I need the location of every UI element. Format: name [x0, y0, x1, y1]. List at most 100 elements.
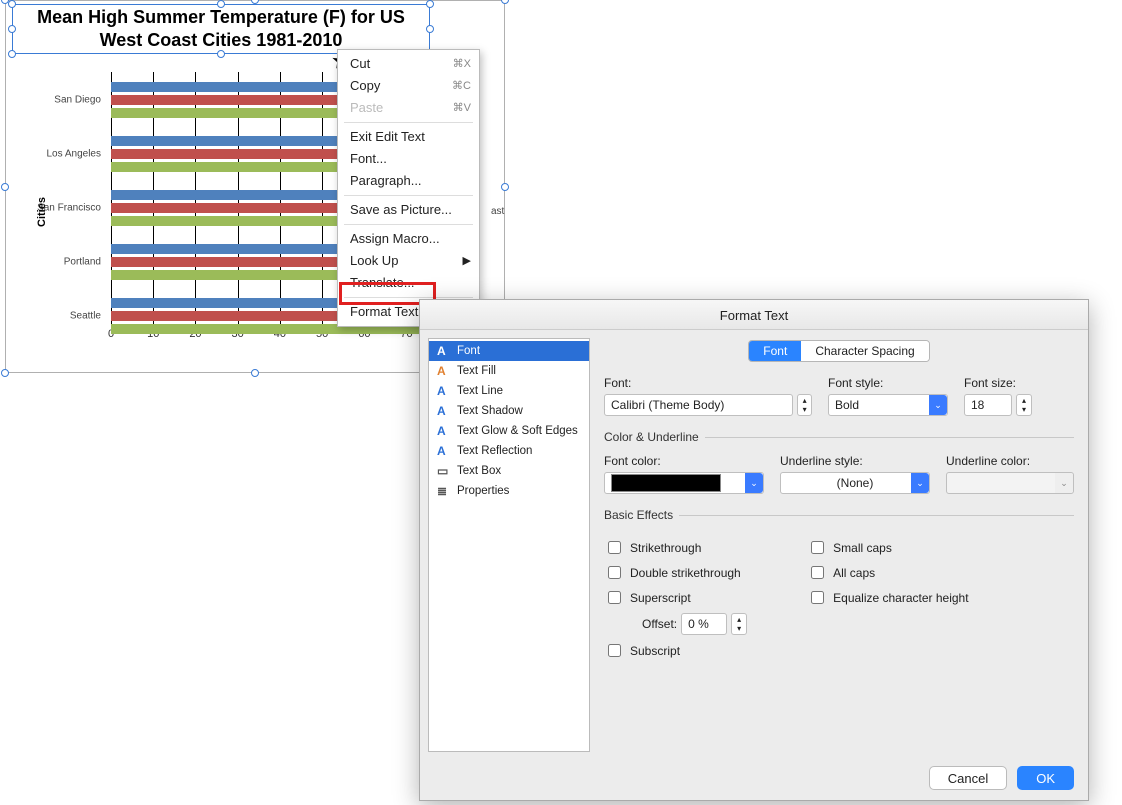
checkbox-label: Small caps [833, 541, 892, 555]
checkbox-input[interactable] [608, 591, 621, 604]
y-axis-title: Cities [36, 197, 48, 227]
checkbox-subscript[interactable]: Subscript [604, 641, 747, 660]
sidebar-item-text-reflection[interactable]: AText Reflection [429, 441, 589, 461]
y-category-label: Portland [21, 257, 101, 268]
checkbox-input[interactable] [608, 541, 621, 554]
menu-separator [344, 224, 473, 225]
text-fill-icon: A [437, 364, 451, 378]
sidebar-item-properties[interactable]: ≣ Properties [429, 481, 589, 501]
chevron-down-icon: ⌄ [1055, 473, 1073, 493]
sidebar-item-label: Text Reflection [457, 445, 532, 457]
sidebar-item-label: Text Shadow [457, 405, 523, 417]
font-stepper[interactable]: ▴▾ [797, 394, 812, 416]
underline-style-label: Underline style: [780, 454, 930, 468]
sidebar-item-label: Text Glow & Soft Edges [457, 425, 578, 437]
offset-input[interactable]: 0 % [681, 613, 727, 635]
checkbox-equalize-character-height[interactable]: Equalize character height [807, 588, 968, 607]
checkbox-label: All caps [833, 566, 875, 580]
shortcut-label: ⌘X [453, 56, 471, 72]
y-category-label: Los Angeles [21, 149, 101, 160]
sidebar-item-label: Text Fill [457, 365, 496, 377]
checkbox-input[interactable] [608, 644, 621, 657]
menu-item-assign-macro[interactable]: Assign Macro... [338, 228, 479, 250]
font-size-value: 18 [971, 398, 984, 412]
menu-item-paragraph[interactable]: Paragraph... [338, 170, 479, 192]
checkbox-input[interactable] [811, 541, 824, 554]
y-category-label: San Francisco [21, 203, 101, 214]
text-line-icon: A [437, 384, 451, 398]
sidebar-item-text-fill[interactable]: A Text Fill [429, 361, 589, 381]
underline-color-label: Underline color: [946, 454, 1074, 468]
menu-item-save-as-picture[interactable]: Save as Picture... [338, 199, 479, 221]
offset-label: Offset: [642, 617, 677, 631]
menu-item-cut[interactable]: Cut⌘X [338, 53, 479, 75]
y-category-label: Seattle [21, 311, 101, 322]
font-style-combo[interactable]: Bold ⌄ [828, 394, 948, 416]
menu-separator [344, 122, 473, 123]
sidebar-item-font[interactable]: AFont [429, 341, 589, 361]
sidebar-item-text-line[interactable]: A Text Line [429, 381, 589, 401]
font-size-label: Font size: [964, 376, 1074, 390]
underline-style-value: (None) [837, 476, 874, 490]
chevron-down-icon: ⌄ [929, 395, 947, 415]
font-style-label: Font style: [828, 376, 948, 390]
chevron-down-icon: ⌄ [745, 473, 763, 493]
menu-separator [344, 195, 473, 196]
checkbox-label: Equalize character height [833, 591, 968, 605]
menu-item-paste: Paste⌘V [338, 97, 479, 119]
tab-character-spacing[interactable]: Character Spacing [801, 341, 928, 361]
menu-item-font[interactable]: Font... [338, 148, 479, 170]
checkbox-all-caps[interactable]: All caps [807, 563, 968, 582]
checkbox-double-strikethrough[interactable]: Double strikethrough [604, 563, 747, 582]
font-size-input[interactable]: 18 [964, 394, 1012, 416]
group-color-underline: Color & Underline [604, 430, 699, 444]
tab-font[interactable]: Font [749, 341, 801, 361]
menu-item-copy[interactable]: Copy⌘C [338, 75, 479, 97]
menu-item-exit-edit-text[interactable]: Exit Edit Text [338, 126, 479, 148]
ok-button[interactable]: OK [1017, 766, 1074, 790]
shortcut-label: ⌘C [452, 78, 471, 94]
sidebar-item-text-box[interactable]: ▭ Text Box [429, 461, 589, 481]
group-basic-effects: Basic Effects [604, 508, 673, 522]
sidebar-item-label: Text Box [457, 465, 501, 477]
checkbox-strikethrough[interactable]: Strikethrough [604, 538, 747, 557]
font-size-stepper[interactable]: ▴▾ [1016, 394, 1032, 416]
cancel-button[interactable]: Cancel [929, 766, 1007, 790]
underline-style-combo[interactable]: (None) ⌄ [780, 472, 930, 494]
text-glow-icon: A [437, 424, 451, 438]
legend-fragment: ast [491, 206, 504, 217]
checkbox-label: Double strikethrough [630, 566, 741, 580]
font-color-picker[interactable]: ⌄ [604, 472, 764, 494]
sidebar-item-text-glow-soft-edges[interactable]: A Text Glow & Soft Edges [429, 421, 589, 441]
format-text-dialog: Format Text AFontAText FillAText LineATe… [419, 299, 1089, 801]
underline-color-combo[interactable]: ⌄ [946, 472, 1074, 494]
checkbox-label: Superscript [630, 591, 691, 605]
chart-title[interactable]: Mean High Summer Temperature (F) for US … [14, 6, 428, 51]
text-shadow-icon: A [437, 404, 451, 418]
checkbox-input[interactable] [811, 566, 824, 579]
offset-stepper[interactable]: ▴▾ [731, 613, 747, 635]
tab-segmented: Font Character Spacing [748, 340, 929, 362]
properties-icon: ≣ [437, 484, 451, 498]
font-label: Font: [604, 376, 812, 390]
sidebar-item-text-shadow[interactable]: A Text Shadow [429, 401, 589, 421]
chevron-down-icon: ⌄ [911, 473, 929, 493]
shortcut-label: ⌘V [453, 100, 471, 116]
font-color-label: Font color: [604, 454, 764, 468]
checkbox-input[interactable] [608, 566, 621, 579]
dialog-panel: Font Character Spacing Font: Calibri (Th… [598, 330, 1088, 760]
checkbox-small-caps[interactable]: Small caps [807, 538, 968, 557]
font-combo[interactable]: Calibri (Theme Body) [604, 394, 793, 416]
sidebar-item-label: Text Line [457, 385, 503, 397]
font-style-value: Bold [835, 398, 859, 412]
text-box-icon: ▭ [437, 464, 451, 478]
checkbox-superscript[interactable]: Superscript [604, 588, 747, 607]
checkbox-label: Strikethrough [630, 541, 701, 555]
sidebar-item-label: Properties [457, 485, 509, 497]
submenu-arrow-icon: ▶ [463, 253, 471, 269]
menu-item-look-up[interactable]: Look Up▶ [338, 250, 479, 272]
font-icon: A [437, 344, 451, 358]
checkbox-input[interactable] [811, 591, 824, 604]
offset-row: Offset: 0 %▴▾ [642, 613, 747, 635]
font-value: Calibri (Theme Body) [611, 398, 724, 412]
